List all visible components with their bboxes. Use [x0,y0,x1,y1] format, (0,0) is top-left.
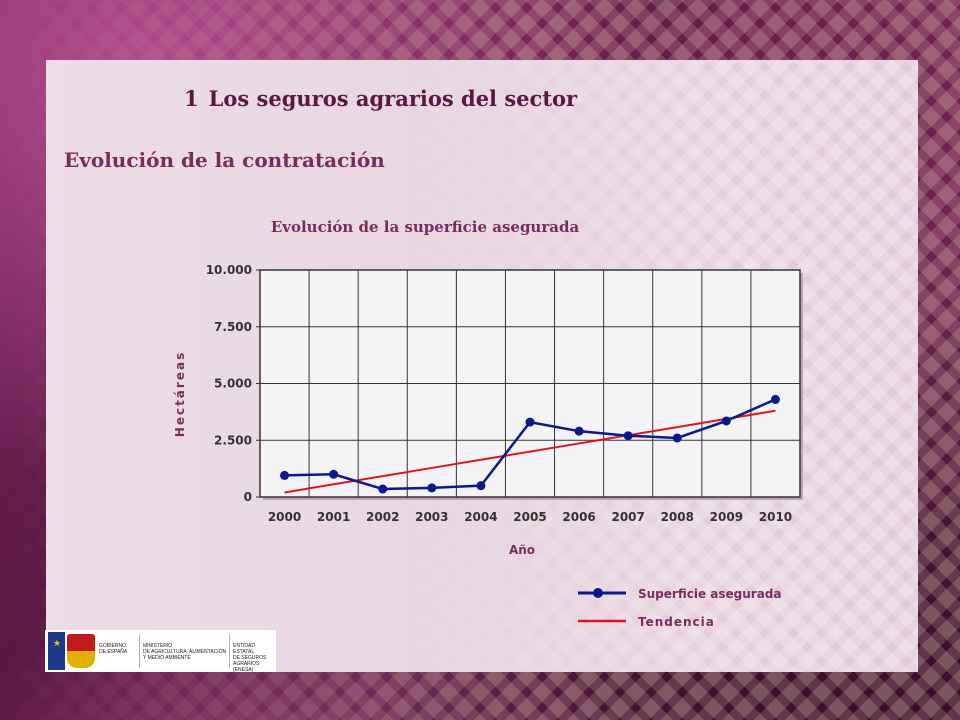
x-tick-label: 2001 [317,510,350,524]
surface-point [672,433,682,443]
y-tick-label: 7.500 [214,320,252,334]
x-tick-label: 2007 [611,510,644,524]
coat-of-arms-icon [67,634,95,668]
y-tick-label: 2.500 [214,433,252,447]
chart-grid [256,269,803,500]
eu-flag-icon: ★ [48,632,65,670]
x-tick-label: 2006 [562,510,595,524]
logo-entity: ENTIDAD ESTATAL DE SEGUROS AGRARIOS (ENE… [233,643,267,673]
chart-legend: Superficie asegurada Tendencia [578,587,781,629]
chart-series [280,394,780,494]
x-tick-label: 2000 [268,510,301,524]
page-title-text: Los seguros agrarios del sector [208,86,578,111]
x-tick-label: 2005 [513,510,546,524]
y-tick-label: 10.000 [206,263,252,277]
x-tick-label: 2003 [415,510,448,524]
surface-point [329,469,339,479]
y-tick-label: 5.000 [214,377,252,391]
y-tick-label: 0 [244,490,252,504]
chart-title: Evolución de la superficie asegurada [271,218,580,236]
surface-point [427,483,437,493]
surface-point [574,426,584,436]
logo-ministry: GOBIERNO DE ESPAÑA [99,643,128,655]
page-subtitle: Evolución de la contratación [64,148,385,172]
x-axis-label: Año [509,543,535,557]
x-tick-label: 2009 [710,510,743,524]
surface-point [770,394,780,404]
logo-department: MINISTERIO DE AGRICULTURA, ALIMENTACIÓN … [143,643,227,661]
x-tick-label: 2004 [464,510,497,524]
logo-divider [229,634,230,668]
government-logo: ★ GOBIERNO DE ESPAÑA MINISTERIO DE AGRIC… [45,630,276,673]
legend-label-surface: Superficie asegurada [638,587,781,601]
surface-point [623,431,633,441]
legend-label-trend: Tendencia [638,615,715,629]
surface-point [476,481,486,491]
surface-point [525,417,535,427]
section-number: 1 [184,86,199,111]
trend-line [284,409,776,494]
surface-point [721,416,731,426]
surface-point [378,484,388,494]
page-title: 1 Los seguros agrarios del sector [184,86,577,111]
surface-point [280,470,290,480]
x-tick-label: 2002 [366,510,399,524]
chart-axes: 0 2.500 5.000 7.500 10.000 2000 2001 2002 2003 20… [206,263,792,524]
legend-marker-surface [593,588,603,598]
x-tick-label: 2010 [759,510,792,524]
x-tick-label: 2008 [661,510,694,524]
y-axis-label: Hectáreas [173,351,187,437]
logo-divider [139,634,140,668]
